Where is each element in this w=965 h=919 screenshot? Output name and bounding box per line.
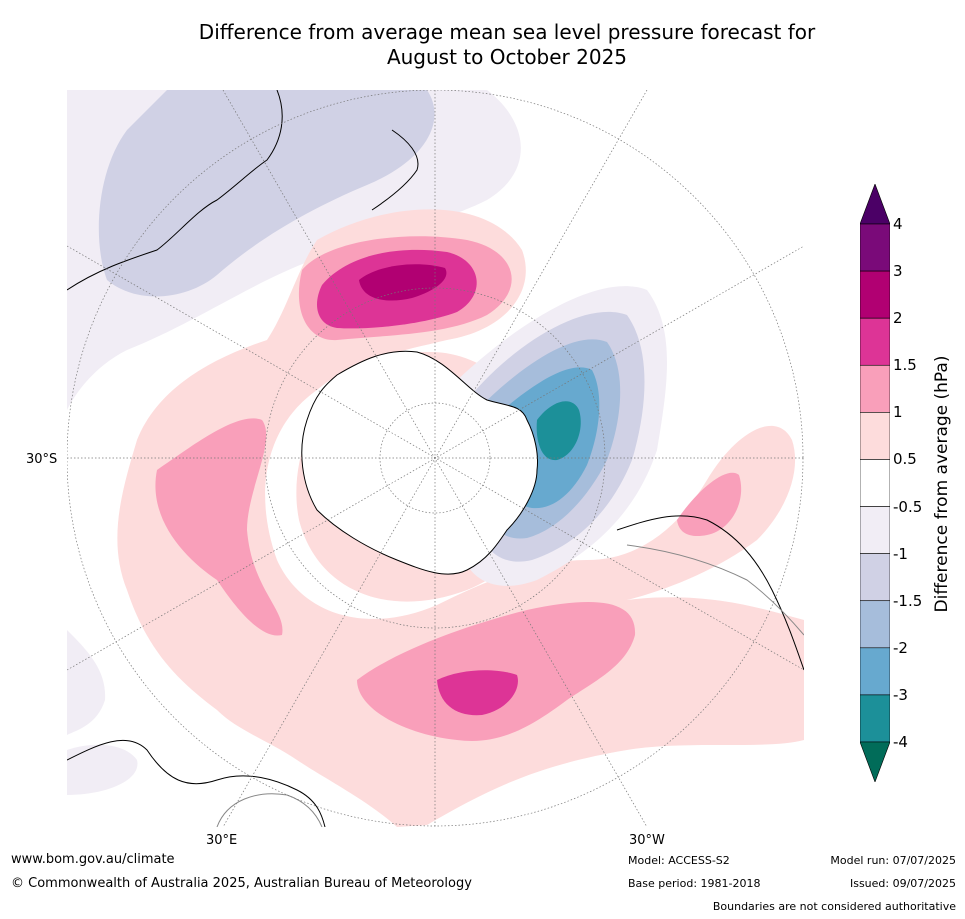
anomaly-pos1-atlantic: [677, 472, 742, 537]
colorbar-bin: [860, 317, 890, 366]
base-period-text: Base period: 1981-2018: [628, 877, 761, 890]
colorbar-tick-label: 3: [893, 262, 903, 281]
colorbar-bin: [860, 506, 890, 554]
colorbar-bin: [860, 223, 890, 272]
title-line-2: August to October 2025: [386, 45, 628, 69]
south-america-outline: [616, 515, 804, 671]
colorbar-bin: [860, 459, 890, 507]
anomaly-neg1-tasman: [98, 90, 435, 297]
colorbar-bin: [860, 270, 890, 319]
colorbar-tick-label: 0.5: [893, 450, 917, 469]
colorbar-tick-label: 2: [893, 309, 903, 328]
colorbar-tick-label: -1.5: [893, 591, 923, 610]
africa-outline: [67, 740, 326, 827]
colorbar-bin: [860, 694, 890, 743]
antarctica-outline: [301, 350, 538, 575]
disclaimer-text: Boundaries are not considered authoritat…: [712, 900, 956, 913]
anomaly-neg3-atlantic: [536, 401, 581, 461]
colorbar-tick-label: -3: [893, 685, 908, 704]
pressure-anomaly-map: [67, 90, 804, 827]
website-link[interactable]: www.bom.gov.au/climate: [11, 852, 175, 867]
colorbar-bin: [860, 600, 890, 649]
colorbar-tick-label: 4: [893, 215, 903, 233]
copyright-text: © Commonwealth of Australia 2025, Austra…: [11, 876, 472, 891]
model-run-text: Model run: 07/07/2025: [830, 854, 956, 867]
colorbar-tick-label: 1.5: [893, 356, 917, 375]
australia-outline: [67, 90, 283, 291]
colorbar-bin: [860, 412, 890, 460]
africa-border: [216, 793, 323, 827]
anomaly-pos1-indian: [155, 418, 283, 636]
issued-text: Issued: 09/07/2025: [849, 877, 956, 890]
colorbar: [860, 184, 890, 782]
anomaly-pos2-pacific: [359, 264, 447, 301]
colorbar-bin: [860, 553, 890, 602]
colorbar-tick-label: -1: [893, 544, 908, 563]
anomaly-neg05-indian-south: [67, 744, 138, 795]
colorbar-tick-label: -2: [893, 638, 908, 657]
title-line-1: Difference from average mean sea level p…: [198, 20, 816, 44]
colorbar-extend-top: [860, 184, 890, 225]
colorbar-bin: [860, 364, 890, 413]
colorbar-label: Difference from average (hPa): [932, 355, 952, 613]
colorbar-tick-label: -0.5: [893, 497, 923, 516]
anomaly-pos15-south: [437, 670, 518, 716]
colorbar-bin: [860, 647, 890, 696]
lon-label-30w: 30°W: [629, 833, 665, 848]
colorbar-extend-bottom: [860, 741, 890, 782]
model-text: Model: ACCESS-S2: [628, 854, 730, 867]
graticule: [67, 90, 804, 827]
south-america-border: [626, 544, 804, 636]
lat-label-30s: 30°S: [26, 452, 58, 467]
chart-title: Difference from average mean sea level p…: [0, 20, 965, 70]
colorbar-tick-label: -4: [893, 733, 908, 751]
new-zealand-outline: [371, 129, 419, 211]
anomaly-neg05-left-edge: [67, 630, 106, 735]
lon-label-30e: 30°E: [206, 833, 238, 848]
colorbar-tick-label: 1: [893, 403, 903, 422]
